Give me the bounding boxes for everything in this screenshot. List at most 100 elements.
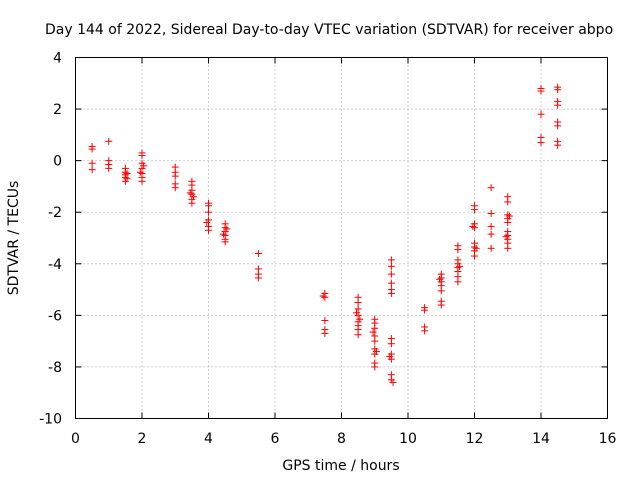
data-point — [171, 184, 179, 192]
data-point — [505, 212, 513, 220]
y-axis-label: SDTVAR / TECUs — [6, 181, 22, 296]
data-point — [88, 145, 96, 153]
data-point — [537, 139, 545, 147]
data-point — [352, 309, 360, 317]
data-points — [88, 83, 562, 386]
data-point — [437, 287, 445, 295]
data-point — [387, 270, 395, 278]
data-point — [537, 110, 545, 118]
data-point — [205, 208, 212, 216]
data-point — [471, 252, 478, 260]
data-point — [321, 329, 329, 337]
data-point — [387, 340, 395, 348]
x-axis-label: GPS time / hours — [282, 458, 399, 474]
data-point — [471, 206, 478, 214]
y-tick-labels: -10 -8 -6 -4 -2 0 2 4 — [39, 51, 62, 428]
data-point — [487, 230, 495, 238]
data-point — [354, 331, 362, 339]
plot-frame — [75, 57, 608, 419]
data-point — [389, 378, 397, 386]
y-tick-label: 0 — [53, 154, 62, 170]
data-point — [123, 175, 131, 183]
data-point — [504, 198, 512, 206]
data-point — [372, 347, 380, 355]
data-point — [138, 177, 146, 185]
y-tick-label: 4 — [53, 51, 62, 67]
data-point — [321, 293, 329, 301]
y-tick-label: 2 — [53, 102, 62, 118]
data-point — [487, 210, 495, 218]
data-point — [471, 224, 478, 232]
data-point — [537, 87, 545, 95]
data-point — [223, 225, 231, 233]
data-point — [387, 256, 395, 264]
data-point — [554, 86, 562, 94]
data-point — [387, 289, 395, 297]
data-point — [386, 353, 394, 361]
data-point — [186, 189, 194, 197]
data-point — [371, 337, 379, 345]
data-point — [469, 222, 477, 230]
data-point — [105, 164, 113, 172]
data-point — [487, 244, 495, 252]
x-tick-label: 0 — [71, 431, 80, 447]
data-point — [88, 166, 96, 174]
data-point — [136, 168, 144, 176]
data-point — [371, 363, 379, 371]
data-point — [421, 327, 429, 335]
data-point — [554, 101, 562, 109]
x-tick-label: 16 — [599, 431, 617, 447]
data-point — [188, 199, 196, 207]
x-tick-label: 8 — [337, 431, 346, 447]
axis-ticks — [75, 57, 608, 419]
x-tick-label: 6 — [271, 431, 280, 447]
data-point — [472, 244, 480, 252]
data-point — [554, 141, 562, 149]
grid — [75, 57, 608, 419]
data-point — [487, 184, 495, 192]
data-point — [554, 122, 562, 130]
y-tick-label: -2 — [48, 205, 62, 221]
data-point — [205, 226, 212, 234]
data-point — [454, 278, 462, 286]
data-point — [190, 193, 198, 201]
x-tick-label: 4 — [204, 431, 213, 447]
data-point — [456, 262, 464, 270]
data-point — [504, 219, 512, 227]
x-tick-label: 12 — [466, 431, 484, 447]
data-point — [369, 328, 377, 336]
x-tick-label: 2 — [138, 431, 147, 447]
y-tick-label: -8 — [48, 360, 62, 376]
data-point — [205, 202, 212, 210]
data-point — [354, 298, 362, 306]
data-point — [487, 222, 495, 230]
data-point — [138, 151, 146, 159]
data-point — [105, 137, 113, 145]
data-point — [88, 159, 96, 167]
y-tick-label: -10 — [39, 412, 62, 428]
data-point — [421, 306, 429, 314]
data-point — [387, 262, 395, 270]
data-point — [254, 274, 262, 282]
data-point — [356, 315, 364, 323]
x-tick-label: 10 — [399, 431, 417, 447]
x-tick-label: 14 — [532, 431, 550, 447]
data-point — [371, 324, 379, 332]
data-point — [221, 238, 229, 246]
data-point — [319, 292, 327, 300]
data-point — [354, 305, 362, 313]
data-point — [140, 162, 148, 170]
chart-title: Day 144 of 2022, Sidereal Day-to-day VTE… — [45, 22, 613, 38]
data-point — [454, 246, 462, 254]
data-point — [219, 230, 227, 238]
data-point — [171, 172, 179, 180]
data-point — [502, 233, 510, 241]
y-tick-label: -4 — [48, 257, 62, 273]
y-tick-label: -6 — [48, 308, 62, 324]
data-point — [321, 317, 329, 325]
data-point — [387, 279, 395, 287]
data-point — [436, 275, 444, 283]
data-point — [203, 219, 211, 227]
data-point — [437, 301, 445, 309]
